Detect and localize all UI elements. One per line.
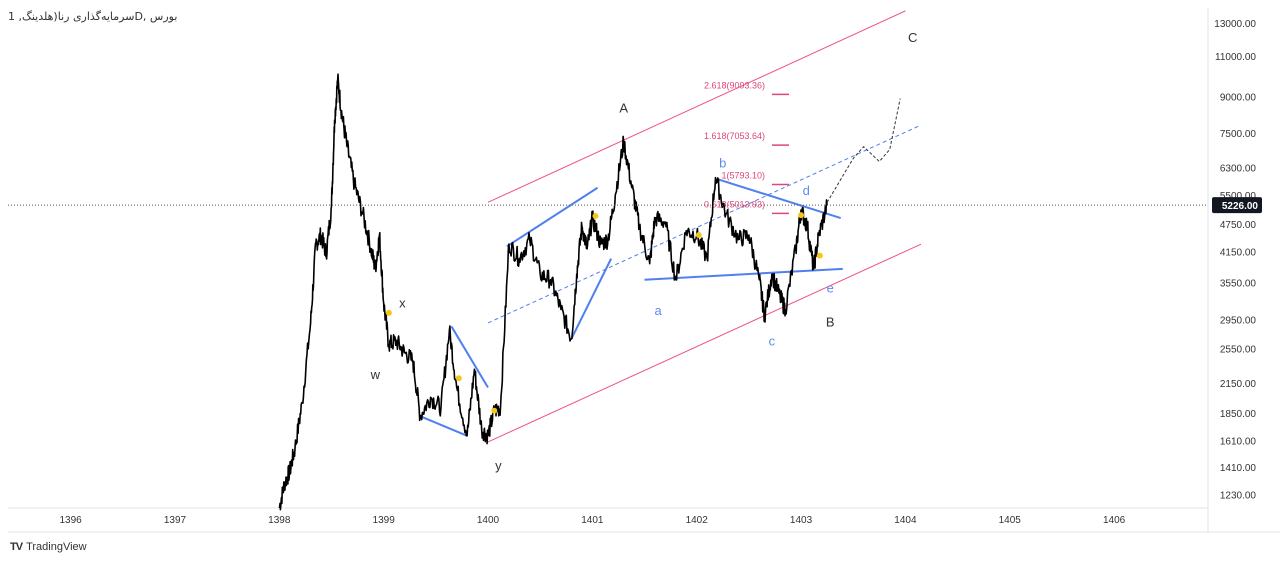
last-price-marker: 5226.00 [8,197,1262,214]
last-price-badge [1212,197,1262,214]
pivot-point-marker [798,212,805,219]
wave-label: d [803,183,810,198]
pivot-markers [385,212,823,414]
y-tick-label: 2950.00 [1220,316,1257,327]
channel-dashed-midline [487,124,922,324]
fib-level-label: 1(5793.10) [721,171,765,181]
trend-lines [419,178,843,437]
x-tick-label: 1403 [790,515,813,526]
fib-level-label: 0.618(5013.93) [704,199,765,209]
y-tick-label: 4150.00 [1220,247,1257,258]
tradingview-brand[interactable]: TV TradingView [10,541,87,553]
y-tick-label: 9000.00 [1220,92,1257,103]
x-tick-label: 1399 [373,515,396,526]
y-tick-label: 7500.00 [1220,129,1257,140]
y-tick-label: 5500.00 [1220,191,1257,202]
wave-label: c [769,334,776,349]
y-tick-label: 11000.00 [1215,52,1256,63]
y-tick-label: 2150.00 [1220,379,1257,390]
fib-level-label: 1.618(7053.64) [704,131,765,141]
y-tick-label: 6300.00 [1220,164,1257,175]
fib-level-label: 2.618(9093.36) [704,80,765,90]
wave-label: y [495,458,502,473]
projection-dashed-path [826,98,901,203]
x-tick-label: 1398 [268,515,291,526]
x-tick-label: 1396 [59,515,82,526]
wave-labels: A B Cw x y a b c d e [370,30,918,473]
pivot-point-marker [695,232,702,239]
y-tick-label: 2550.00 [1220,345,1257,356]
y-tick-label: 13000.00 [1214,19,1256,30]
wave-label: b [719,156,726,171]
x-axis-ticks: 1396 1397 1398 1399 1400 1401 1402 1403 1404 1405… [59,515,1125,526]
pivot-point-marker [385,309,392,316]
price-line [278,73,828,511]
tradingview-logo-icon: TV [10,541,23,553]
projection-path [826,98,901,203]
wave-label: e [827,280,834,295]
wave-label: A [619,101,628,116]
pivot-point-marker [491,407,498,414]
wave-label: x [399,296,406,311]
wave-label: a [654,303,662,318]
y-tick-label: 3550.00 [1220,278,1257,289]
pivot-point-marker [592,212,599,219]
blue-trend-line [644,267,843,281]
x-tick-label: 1401 [581,515,604,526]
fibonacci-levels: 2.618(9093.36) 1.618(7053.64) 1(5793.10) 0.… [704,80,789,215]
y-tick-label: 4750.00 [1220,220,1257,231]
y-tick-label: 1610.00 [1220,437,1257,448]
x-tick-label: 1400 [477,515,500,526]
y-axis-ticks: 13000.00 11000.00 9000.00 7500.00 6300.00 550… [1214,19,1256,502]
x-tick-label: 1402 [686,515,709,526]
wave-label: B [826,314,835,329]
blue-trend-line [419,415,468,437]
pivot-point-marker [816,252,823,259]
brand-name: TradingView [26,541,87,553]
y-tick-label: 1850.00 [1220,409,1257,420]
y-tick-label: 1410.00 [1220,463,1257,474]
wave-label: C [908,30,917,45]
x-tick-label: 1397 [164,515,187,526]
price-channel [487,10,922,443]
y-tick-label: 1230.00 [1220,491,1257,502]
symbol-title: بورس ,Dسرمایه‌گذاری رنا(هلدینگ, 1 [8,10,178,23]
blue-trend-line [570,258,613,340]
channel-lower-line [487,243,922,443]
last-price-label: 5226.00 [1222,201,1259,212]
x-tick-label: 1405 [999,515,1022,526]
price-series-path [278,73,828,511]
x-tick-label: 1406 [1103,515,1126,526]
blue-trend-line [506,186,599,248]
wave-label: w [370,367,381,382]
blue-trend-line [717,178,841,219]
x-tick-label: 1404 [894,515,917,526]
channel-upper-line [487,10,906,203]
pivot-point-marker [455,375,462,382]
blue-trend-line [450,325,489,389]
